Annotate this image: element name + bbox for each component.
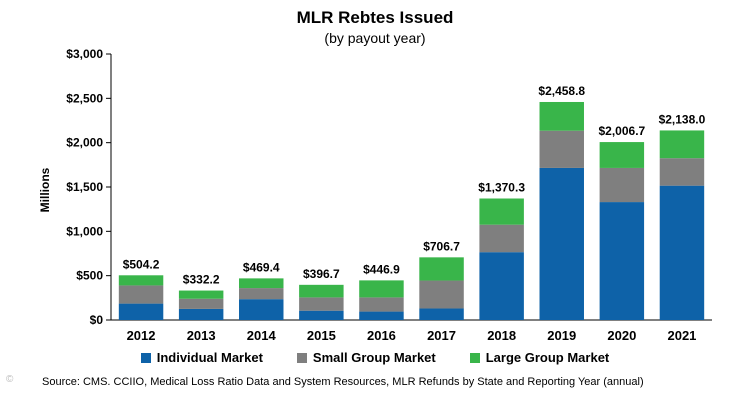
bar-segment-small-group — [659, 158, 705, 186]
bar-segment-small-group — [178, 298, 224, 309]
x-tick-label: 2021 — [667, 328, 696, 343]
bar-segment-large-group — [118, 275, 164, 286]
chart-title: MLR Rebtes Issued — [296, 8, 454, 27]
bar-total-label: $504.2 — [123, 257, 160, 271]
bar-segment-large-group — [419, 257, 464, 281]
bar-segment-large-group — [359, 280, 404, 298]
bar-segment-individual — [539, 167, 584, 320]
bar-segment-small-group — [419, 280, 464, 309]
bar-segment-large-group — [479, 198, 524, 225]
bar-total-label: $1,370.3 — [478, 181, 525, 195]
x-tick-label: 2017 — [427, 328, 456, 343]
bar-segment-individual — [599, 202, 645, 320]
bar-segment-individual — [239, 299, 284, 320]
bar-total-label: $469.4 — [243, 260, 280, 274]
bar-segment-large-group — [659, 130, 705, 159]
watermark: © — [6, 374, 14, 385]
bar-segment-large-group — [239, 278, 284, 289]
bar-segment-individual — [419, 308, 464, 320]
legend-swatch-individual — [140, 352, 151, 363]
bar-segment-individual — [359, 311, 404, 320]
x-tick-label: 2019 — [547, 328, 576, 343]
legend-label-individual: Individual Market — [156, 350, 263, 365]
y-tick-label: $500 — [76, 269, 103, 283]
bar-segment-individual — [118, 303, 164, 320]
legend-label-large-group: Large Group Market — [485, 350, 610, 365]
y-tick-label: $1,500 — [66, 180, 103, 194]
legend-swatch-large-group — [469, 352, 480, 363]
bar-total-label: $706.7 — [423, 239, 460, 253]
chart-subtitle: (by payout year) — [324, 30, 426, 46]
legend-item-individual: Individual Market — [140, 350, 263, 365]
bar-segment-small-group — [359, 297, 404, 312]
bar-segment-large-group — [299, 284, 344, 298]
x-tick-label: 2016 — [367, 328, 396, 343]
legend-swatch-small-group — [296, 352, 307, 363]
bar-segment-small-group — [599, 167, 645, 203]
x-tick-label: 2020 — [607, 328, 636, 343]
legend-item-large-group: Large Group Market — [469, 350, 610, 365]
x-tick-label: 2018 — [487, 328, 516, 343]
bar-segment-individual — [479, 252, 524, 320]
y-tick-label: $3,000 — [66, 47, 103, 61]
bar-segment-small-group — [239, 288, 284, 300]
bar-total-label: $2,458.8 — [538, 84, 585, 98]
bar-segment-small-group — [539, 130, 584, 168]
bar-total-label: $332.2 — [183, 273, 220, 287]
x-tick-label: 2012 — [127, 328, 156, 343]
bar-total-label: $2,006.7 — [598, 124, 645, 138]
bar-segment-large-group — [178, 290, 224, 299]
stacked-bar-chart: $0 $500 $1,000 $1,500 $2,000 $2,500 $3,000 $504… — [66, 47, 712, 343]
bar-segment-small-group — [118, 285, 164, 304]
legend-item-small-group: Small Group Market — [296, 350, 436, 365]
bar-segment-small-group — [299, 297, 344, 311]
bar-segment-small-group — [479, 224, 524, 253]
bar-segment-large-group — [539, 101, 584, 131]
source-note: Source: CMS. CCIIO, Medical Loss Ratio D… — [42, 376, 644, 388]
bar-segment-individual — [659, 185, 705, 320]
y-tick-label: $2,500 — [66, 91, 103, 105]
bar-total-label: $446.9 — [363, 262, 400, 276]
bar-segment-large-group — [599, 142, 645, 168]
bar-segment-individual — [178, 308, 224, 320]
bar-total-label: $396.7 — [303, 267, 340, 281]
bar-segment-individual — [299, 310, 344, 320]
x-tick-label: 2015 — [307, 328, 336, 343]
legend-label-small-group: Small Group Market — [312, 350, 436, 365]
y-tick-label: $0 — [90, 313, 104, 327]
bar-total-label: $2,138.0 — [659, 112, 706, 126]
y-tick-label: $2,000 — [66, 136, 103, 150]
x-tick-label: 2014 — [247, 328, 277, 343]
x-tick-label: 2013 — [187, 328, 216, 343]
legend: Individual Market Small Group Market Lar… — [0, 350, 750, 365]
y-tick-label: $1,000 — [66, 224, 103, 238]
